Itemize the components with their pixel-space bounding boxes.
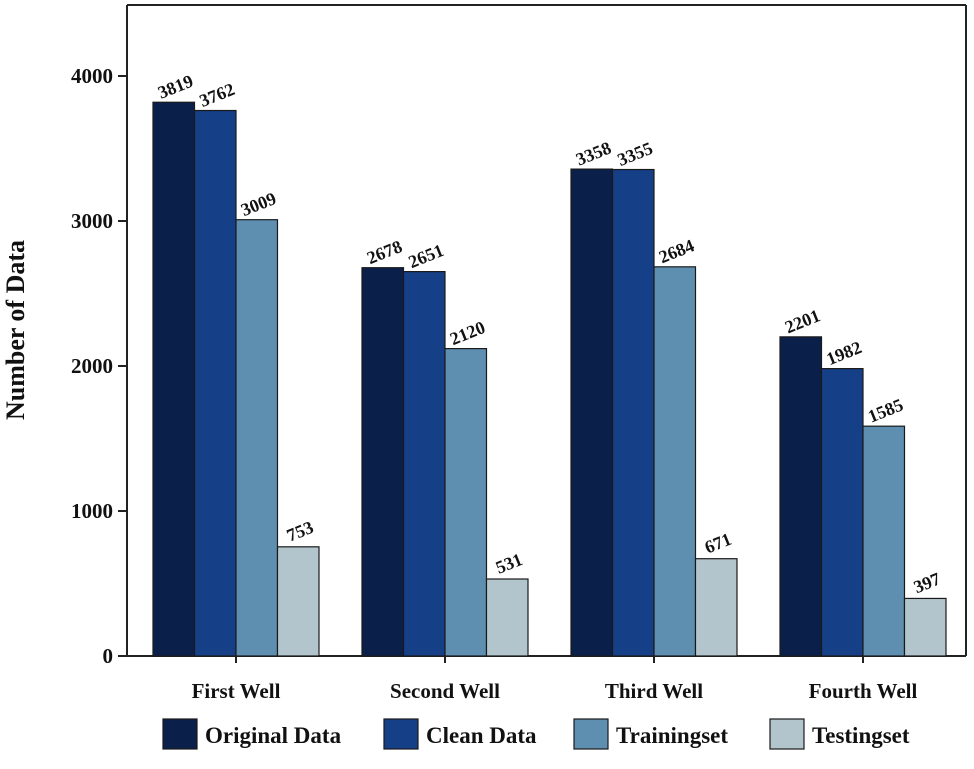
data-label: 3762: [197, 79, 238, 111]
bar-original-data-first-well: [152, 101, 196, 657]
data-label: 2651: [406, 240, 447, 272]
bar-clean-data-first-well: [193, 109, 237, 657]
y-tick-label: 4000: [71, 64, 113, 88]
data-label: 3355: [615, 138, 656, 170]
bar-original-data-second-well: [361, 267, 405, 657]
data-label: 2678: [364, 236, 405, 268]
bar-clean-data-second-well: [402, 271, 446, 657]
data-label: 3009: [238, 188, 279, 220]
legend-label: Trainingset: [616, 723, 728, 748]
data-label: 3819: [155, 71, 196, 103]
bar-clean-data-fourth-well: [820, 368, 864, 657]
x-category-label: Fourth Well: [809, 679, 918, 703]
legend-swatch: [162, 718, 198, 750]
data-label: 2684: [656, 235, 697, 267]
bar-series-group: [152, 101, 947, 657]
data-label: 1585: [865, 395, 906, 427]
x-category-label: Third Well: [605, 679, 703, 703]
legend-swatch: [769, 718, 805, 750]
legend-swatch: [573, 718, 609, 750]
bar-trainingset-third-well: [653, 266, 697, 657]
legend-label: Original Data: [205, 723, 342, 748]
x-category-label: First Well: [192, 679, 281, 703]
bar-trainingset-second-well: [444, 348, 488, 657]
bar-trainingset-first-well: [235, 219, 279, 657]
data-label: 753: [284, 517, 317, 546]
x-category-label: Second Well: [390, 679, 500, 703]
legend-label: Clean Data: [426, 723, 537, 748]
y-tick-label: 0: [103, 644, 114, 668]
category-labels: First Well Second Well Third Well Fourth We…: [192, 656, 918, 703]
legend-label: Testingset: [812, 723, 910, 748]
data-label: 2120: [447, 317, 488, 349]
y-ticks: 0 1000 2000 3000 4000: [71, 64, 127, 668]
bar-testingset-second-well: [485, 578, 529, 657]
bar-original-data-third-well: [570, 168, 614, 657]
y-axis-title: Number of Data: [1, 240, 30, 420]
data-label: 3358: [573, 138, 614, 170]
bar-testingset-third-well: [694, 558, 738, 657]
bar-testingset-first-well: [276, 546, 320, 657]
legend: Original Data Clean Data Trainingset Testin…: [162, 718, 910, 750]
data-label: 2201: [782, 305, 823, 337]
y-tick-label: 3000: [71, 209, 113, 233]
y-tick-label: 1000: [71, 499, 113, 523]
bar-clean-data-third-well: [611, 168, 655, 657]
bar-original-data-fourth-well: [779, 336, 823, 657]
y-tick-label: 2000: [71, 354, 113, 378]
data-label: 531: [493, 549, 526, 578]
bar-trainingset-fourth-well: [862, 425, 906, 657]
data-label: 671: [702, 529, 735, 558]
bar-testingset-fourth-well: [903, 597, 947, 657]
legend-swatch: [383, 718, 419, 750]
data-label: 397: [911, 569, 944, 598]
data-label: 1982: [824, 337, 865, 369]
